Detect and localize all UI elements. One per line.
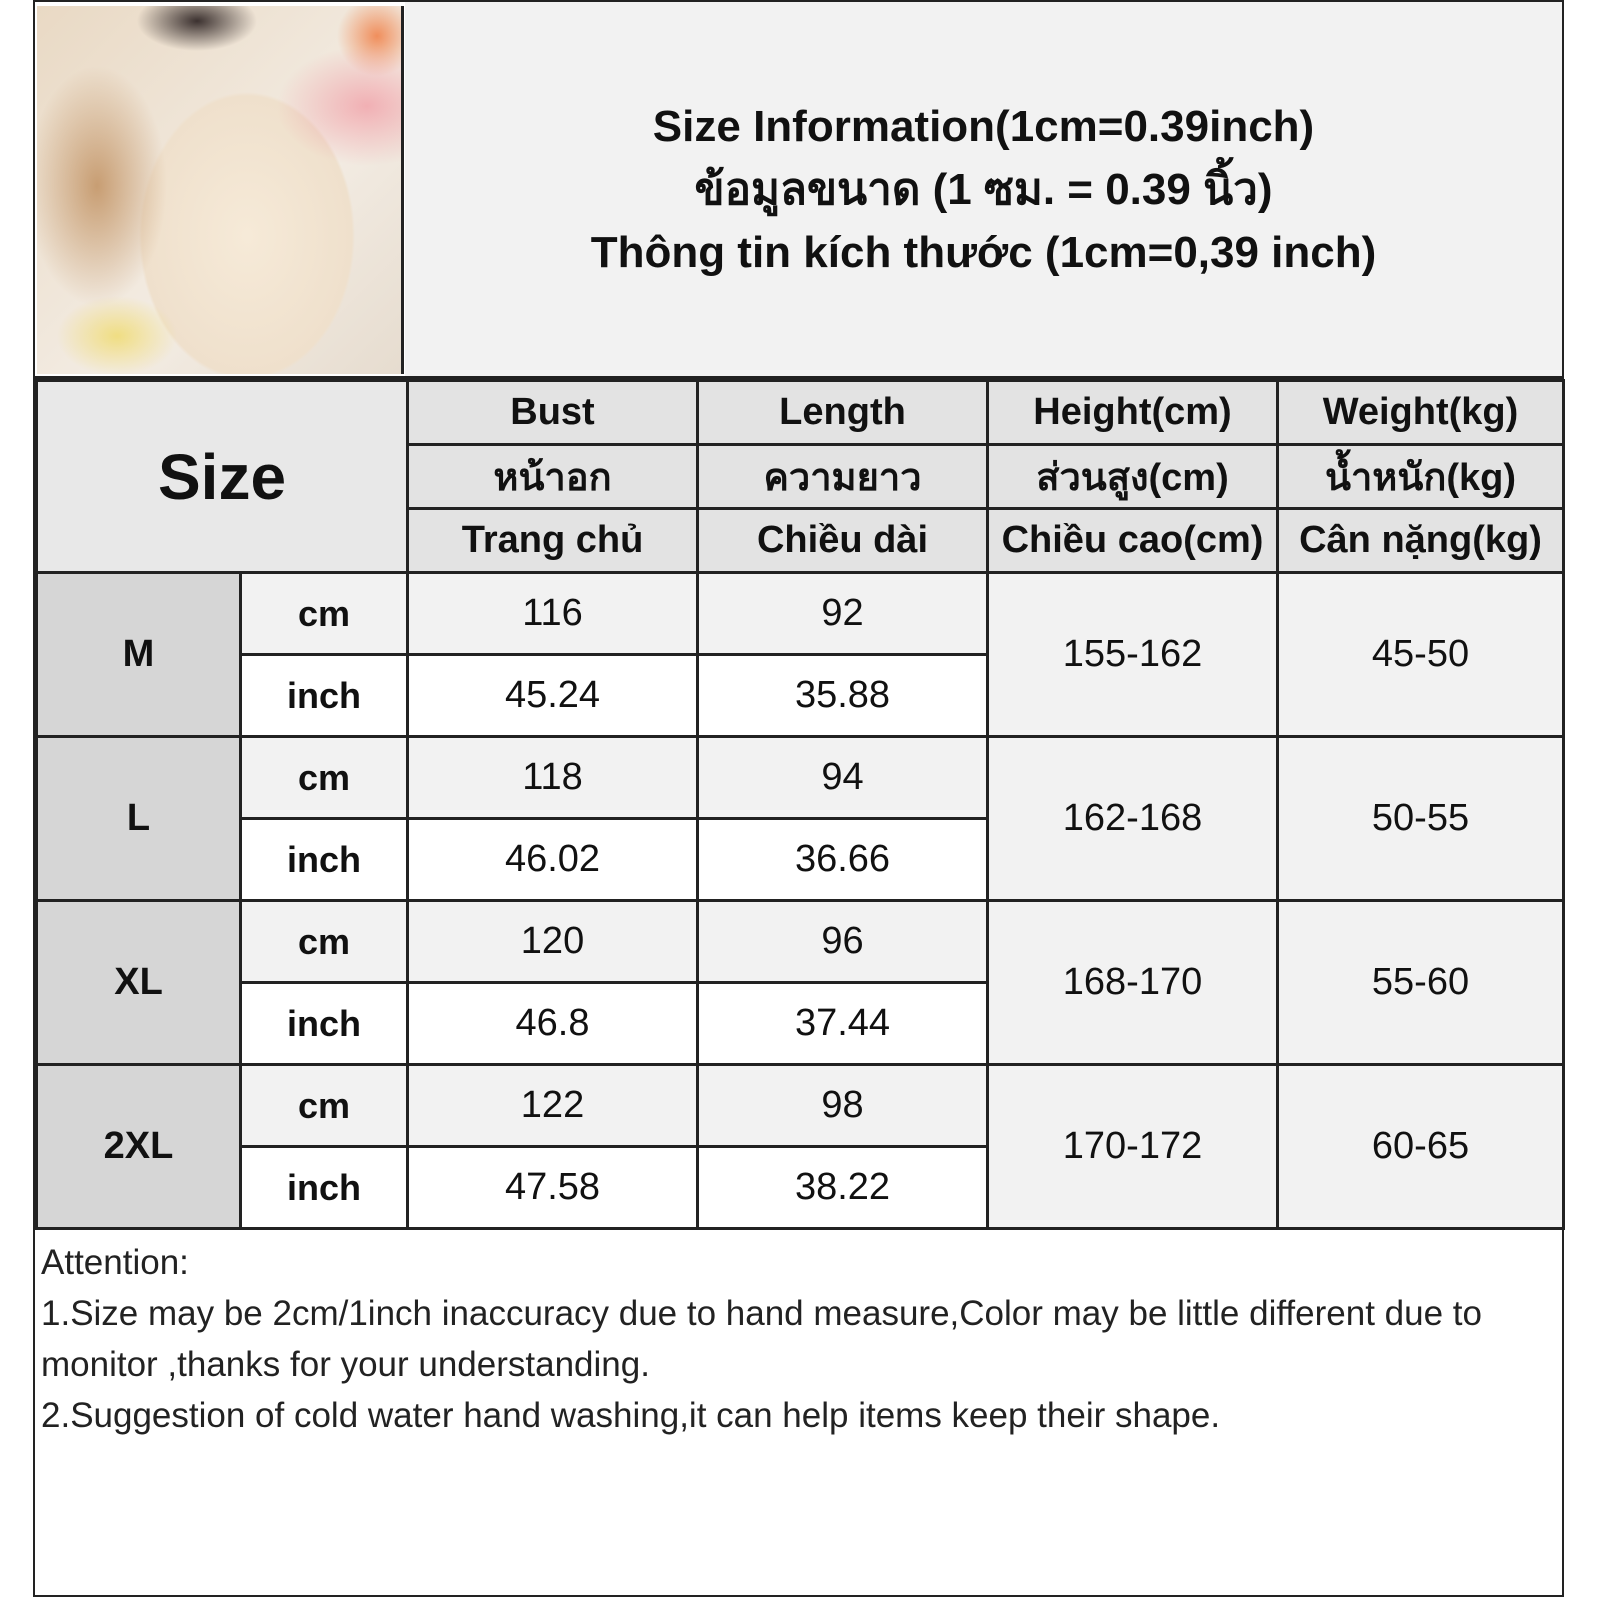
note-item: 2.Suggestion of cold water hand washing,…	[41, 1396, 1221, 1435]
size-row-inch: inch 47.58 38.22	[37, 1145, 1564, 1230]
bust-cm: 120	[406, 899, 699, 984]
length-cm: 98	[696, 1063, 989, 1148]
weight-range: 60-65	[1276, 1063, 1565, 1230]
col-header-vi: Chiều dài	[696, 507, 989, 574]
size-label: XL	[35, 899, 242, 1066]
note-item: 1.Size may be 2cm/1inch inaccuracy due t…	[41, 1294, 1482, 1384]
bust-inch: 46.02	[406, 817, 699, 902]
unit-inch: inch	[239, 817, 409, 902]
bust-cm: 118	[406, 735, 699, 820]
unit-cm: cm	[239, 899, 409, 984]
title-vi: Thông tin kích thước (1cm=0,39 inch)	[590, 227, 1377, 277]
unit-inch: inch	[239, 981, 409, 1066]
col-header-th: ความยาว	[696, 443, 989, 510]
height-range: 170-172	[986, 1063, 1279, 1230]
col-header-en: Bust	[406, 379, 699, 446]
bust-inch: 46.8	[406, 981, 699, 1066]
product-photo	[37, 6, 404, 374]
size-label: L	[35, 735, 242, 902]
bust-inch: 47.58	[406, 1145, 699, 1230]
height-range: 162-168	[986, 735, 1279, 902]
weight-range: 45-50	[1276, 571, 1565, 738]
size-label: 2XL	[35, 1063, 242, 1230]
length-inch: 38.22	[696, 1145, 989, 1230]
size-header: Size	[35, 379, 409, 574]
length-inch: 36.66	[696, 817, 989, 902]
length-cm: 92	[696, 571, 989, 656]
size-row-inch: inch 45.24 35.88	[37, 653, 1564, 738]
size-label: M	[35, 571, 242, 738]
length-inch: 37.44	[696, 981, 989, 1066]
col-header-en: Length	[696, 379, 989, 446]
size-chart: Size Information(1cm=0.39inch) ข้อมูลขนา…	[33, 0, 1565, 1597]
col-header-vi: Cân nặng(kg)	[1276, 507, 1565, 574]
col-header-th: หน้าอก	[406, 443, 699, 510]
col-header-en: Height(cm)	[986, 379, 1279, 446]
unit-cm: cm	[239, 735, 409, 820]
notes: Attention: 1.Size may be 2cm/1inch inacc…	[41, 1237, 1556, 1441]
unit-inch: inch	[239, 653, 409, 738]
title-block: Size Information(1cm=0.39inch) ข้อมูลขนา…	[405, 2, 1562, 376]
col-header-th: ส่วนสูง(cm)	[986, 443, 1279, 510]
unit-inch: inch	[239, 1145, 409, 1230]
bust-cm: 122	[406, 1063, 699, 1148]
height-range: 155-162	[986, 571, 1279, 738]
unit-cm: cm	[239, 571, 409, 656]
size-row-inch: inch 46.02 36.66	[37, 817, 1564, 902]
col-header-vi: Trang chủ	[406, 507, 699, 574]
length-inch: 35.88	[696, 653, 989, 738]
size-table: Size Bust Length Height(cm) Weight(kg) ห…	[35, 379, 1565, 1230]
length-cm: 94	[696, 735, 989, 820]
size-row-inch: inch 46.8 37.44	[37, 981, 1564, 1066]
height-range: 168-170	[986, 899, 1279, 1066]
header-area: Size Information(1cm=0.39inch) ข้อมูลขนา…	[35, 2, 1562, 379]
weight-range: 55-60	[1276, 899, 1565, 1066]
col-header-en: Weight(kg)	[1276, 379, 1565, 446]
size-row-cm: XL cm 120 96 168-170 55-60	[35, 899, 1565, 1066]
length-cm: 96	[696, 899, 989, 984]
weight-range: 50-55	[1276, 735, 1565, 902]
title-th: ข้อมูลขนาด (1 ซม. = 0.39 นิ้ว)	[694, 164, 1273, 214]
notes-heading: Attention:	[41, 1243, 189, 1282]
unit-cm: cm	[239, 1063, 409, 1148]
size-row-cm: 2XL cm 122 98 170-172 60-65	[35, 1063, 1565, 1230]
col-header-th: น้ำหนัก(kg)	[1276, 443, 1565, 510]
title-en: Size Information(1cm=0.39inch)	[652, 101, 1315, 151]
bust-cm: 116	[406, 571, 699, 656]
bust-inch: 45.24	[406, 653, 699, 738]
col-header-vi: Chiều cao(cm)	[986, 507, 1279, 574]
